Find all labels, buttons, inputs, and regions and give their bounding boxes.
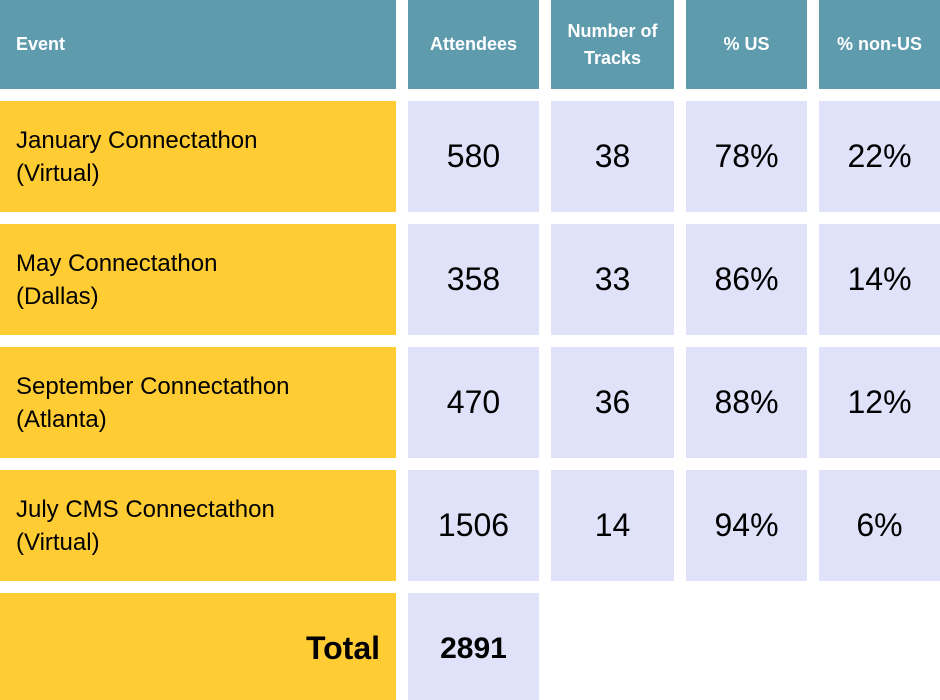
col-header-event: Event (0, 0, 396, 89)
pct-us-value: 86% (714, 261, 779, 297)
event-cell: September Connectathon (Atlanta) (0, 347, 396, 458)
tracks-value: 36 (594, 384, 631, 420)
pct-non-us-cell: 22% (819, 101, 940, 212)
total-label: Total (305, 630, 380, 666)
pct-us-value: 88% (714, 384, 779, 420)
attendees-cell: 1506 (408, 470, 539, 581)
pct-us-cell: 88% (686, 347, 807, 458)
attendees-value: 1506 (437, 507, 510, 543)
empty-cell (551, 593, 674, 700)
attendees-cell: 358 (408, 224, 539, 335)
tracks-value: 33 (594, 261, 631, 297)
col-header-pct-non-us: % non-US (819, 0, 940, 89)
pct-non-us-value: 22% (847, 138, 912, 174)
tracks-value: 14 (594, 507, 631, 543)
event-location: (Atlanta) (16, 405, 107, 433)
col-header-pct-non-us-label: % non-US (837, 34, 922, 55)
pct-us-value: 94% (714, 507, 779, 543)
event-name: September Connectathon (16, 372, 290, 400)
col-header-event-label: Event (16, 34, 66, 55)
event-location: (Dallas) (16, 282, 99, 310)
event-location: (Virtual) (16, 528, 100, 556)
total-label-cell: Total (0, 593, 396, 700)
pct-us-cell: 94% (686, 470, 807, 581)
tracks-value: 38 (594, 138, 631, 174)
pct-non-us-cell: 6% (819, 470, 940, 581)
total-attendees-cell: 2891 (408, 593, 539, 700)
pct-us-cell: 78% (686, 101, 807, 212)
tracks-cell: 33 (551, 224, 674, 335)
attendees-cell: 580 (408, 101, 539, 212)
event-location: (Virtual) (16, 159, 100, 187)
pct-us-cell: 86% (686, 224, 807, 335)
pct-us-value: 78% (714, 138, 779, 174)
event-name: July CMS Connectathon (16, 495, 275, 523)
total-attendees-value: 2891 (440, 631, 507, 665)
attendees-value: 358 (446, 261, 501, 297)
empty-cell (819, 593, 940, 700)
event-cell: May Connectathon (Dallas) (0, 224, 396, 335)
col-header-pct-us-label: % US (723, 34, 770, 55)
col-header-tracks-label: Number of Tracks (567, 21, 658, 68)
event-cell: July CMS Connectathon (Virtual) (0, 470, 396, 581)
pct-non-us-value: 6% (856, 507, 903, 543)
col-header-pct-us: % US (686, 0, 807, 89)
tracks-cell: 36 (551, 347, 674, 458)
pct-non-us-cell: 14% (819, 224, 940, 335)
empty-cell (686, 593, 807, 700)
col-header-tracks: Number of Tracks (551, 0, 674, 89)
event-name: January Connectathon (16, 126, 258, 154)
pct-non-us-cell: 12% (819, 347, 940, 458)
tracks-cell: 38 (551, 101, 674, 212)
event-cell: January Connectathon (Virtual) (0, 101, 396, 212)
pct-non-us-value: 14% (847, 261, 912, 297)
pct-non-us-value: 12% (847, 384, 912, 420)
attendees-value: 470 (446, 384, 501, 420)
col-header-attendees-label: Attendees (429, 34, 518, 55)
tracks-cell: 14 (551, 470, 674, 581)
attendees-value: 580 (446, 138, 501, 174)
event-name: May Connectathon (16, 249, 218, 277)
attendees-cell: 470 (408, 347, 539, 458)
col-header-attendees: Attendees (408, 0, 539, 89)
